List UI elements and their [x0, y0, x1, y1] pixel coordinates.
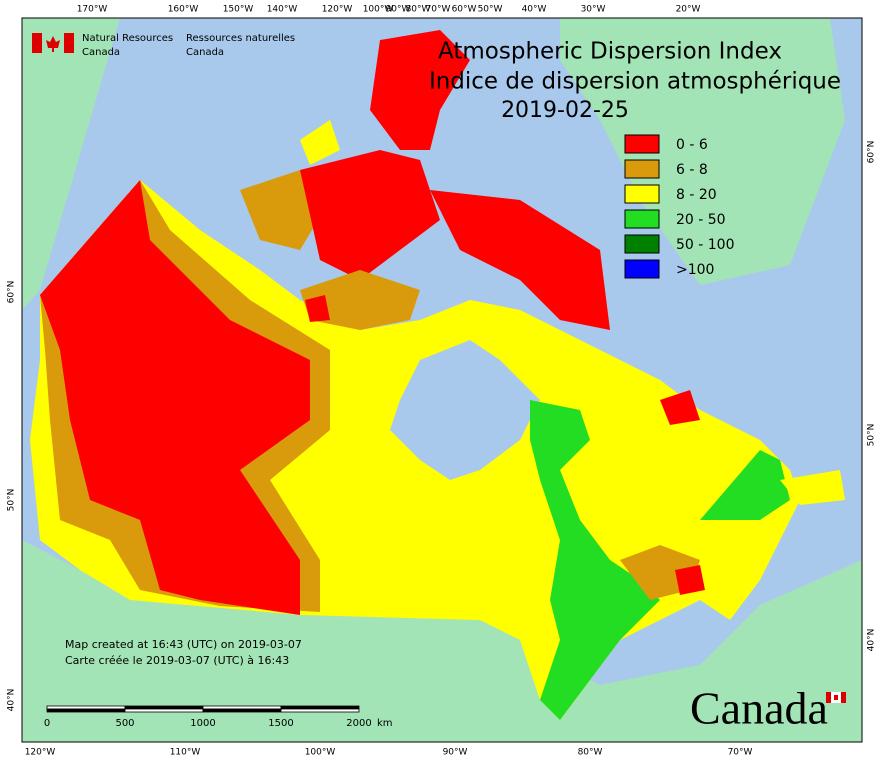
title-date: 2019-02-25: [501, 98, 629, 123]
region: [430, 190, 610, 330]
graticule-label: 60°N: [867, 141, 877, 164]
graticule-label: 70°W: [728, 748, 753, 758]
scale-segment: [202, 705, 282, 710]
graticule-label: 50°N: [867, 424, 877, 447]
graticule-label: 100°W: [363, 5, 394, 15]
graticule-label: 170°W: [77, 5, 108, 15]
credit: Carte créée le 2019-03-07 (UTC) à 16:43: [65, 654, 289, 667]
scale-segment: [202, 708, 282, 713]
maple-leaf: [46, 36, 60, 52]
scale-segment: [280, 708, 360, 713]
alaska: [22, 18, 120, 310]
title: Atmospheric Dispersion Index: [438, 39, 782, 65]
graticule-label: 150°W: [223, 5, 254, 15]
legend-swatch: [624, 184, 660, 204]
header-text: Canada: [186, 47, 224, 58]
region: [300, 150, 440, 280]
legend-label: 0 - 6: [676, 137, 708, 153]
scale-segment: [280, 705, 360, 710]
hudson-bay: [390, 340, 540, 480]
credit: Map created at 16:43 (UTC) on 2019-03-07: [65, 638, 302, 651]
scale-unit: km: [377, 718, 393, 729]
graticule-label: 120°W: [322, 5, 353, 15]
scale-segment: [124, 705, 204, 710]
legend-label: 50 - 100: [676, 237, 735, 253]
graticule-label: 140°W: [267, 5, 298, 15]
header-text: Canada: [82, 47, 120, 58]
graticule-label: 100°W: [305, 748, 336, 758]
region: [530, 400, 660, 720]
scale-label: 500: [115, 718, 134, 729]
legend-label: >100: [676, 262, 714, 278]
graticule-label: 70°W: [426, 5, 451, 15]
graticule-label: 90°W: [443, 748, 468, 758]
scale-label: 1500: [268, 718, 293, 729]
graticule-label: 20°W: [676, 5, 701, 15]
legend-label: 8 - 20: [676, 187, 717, 203]
scale-segment: [124, 708, 204, 713]
header-text: Natural Resources: [82, 33, 173, 44]
scale-segment: [46, 705, 126, 710]
legend-swatch: [624, 234, 660, 254]
graticule-label: 40°N: [867, 629, 877, 652]
graticule-label: 30°W: [581, 5, 606, 15]
region: [370, 30, 470, 150]
legend-label: 6 - 8: [676, 162, 708, 178]
scale-label: 2000: [346, 718, 371, 729]
region: [305, 295, 330, 322]
legend-swatch: [624, 159, 660, 179]
scale-segment: [46, 708, 126, 713]
region: [300, 270, 420, 330]
wordmark-flag: [834, 695, 838, 700]
header-text: Ressources naturelles: [186, 33, 295, 44]
scale-label: 1000: [190, 718, 215, 729]
graticule-label: 80°W: [406, 5, 431, 15]
graticule-label: 60°W: [452, 5, 477, 15]
graticule-label: 50°N: [7, 489, 17, 512]
graticule-label: 80°W: [578, 748, 603, 758]
graticule-label: 60°N: [7, 281, 17, 304]
graticule-label: 160°W: [168, 5, 199, 15]
wordmark: Canada: [690, 683, 828, 734]
legend-swatch: [624, 209, 660, 229]
region: [40, 180, 310, 615]
graticule-label: 50°W: [478, 5, 503, 15]
wordmark-flag: [841, 692, 846, 703]
title: Indice de dispersion atmosphérique: [429, 69, 841, 95]
greenland: [560, 18, 845, 285]
flag-bar: [64, 33, 74, 53]
scale-label: 0: [44, 718, 50, 729]
flag-bar: [32, 33, 42, 53]
region: [700, 450, 790, 520]
graticule-label: 40°W: [522, 5, 547, 15]
region: [660, 390, 700, 425]
region: [300, 120, 340, 165]
legend-swatch: [624, 259, 660, 279]
frame: [21, 17, 863, 743]
region: [675, 565, 705, 595]
region: [780, 470, 845, 505]
usa: [22, 540, 862, 742]
graticule-label: 120°W: [25, 748, 56, 758]
graticule-label: 110°W: [170, 748, 201, 758]
graticule-label: 90°W: [386, 5, 411, 15]
graticule-label: 40°N: [7, 689, 17, 712]
legend-swatch: [624, 134, 660, 154]
wordmark-flag: [826, 692, 831, 703]
legend-label: 20 - 50: [676, 212, 726, 228]
